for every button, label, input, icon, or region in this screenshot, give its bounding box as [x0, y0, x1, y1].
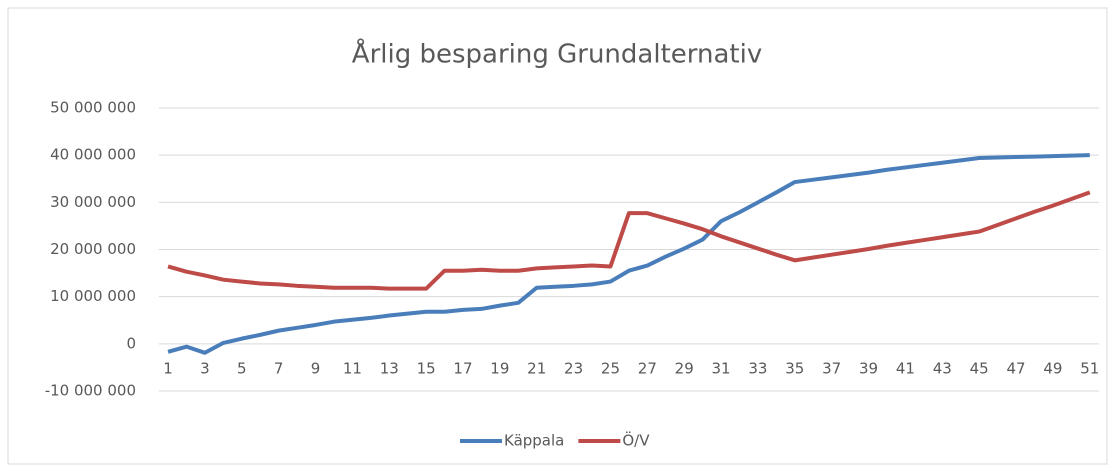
- y-tick-label: -10 000 000: [45, 382, 136, 400]
- legend-label: Ö/V: [622, 431, 650, 450]
- y-tick-label: 50 000 000: [50, 99, 136, 117]
- x-tick-label: 37: [822, 359, 841, 377]
- x-tick-label: 47: [1006, 359, 1025, 377]
- x-tick-label: 35: [785, 359, 804, 377]
- x-tick-label: 49: [1043, 359, 1062, 377]
- x-tick-label: 15: [417, 359, 436, 377]
- x-tick-label: 17: [453, 359, 472, 377]
- y-tick-label: 20 000 000: [50, 240, 136, 258]
- x-tick-label: 51: [1080, 359, 1099, 377]
- series-line: [167, 190, 1091, 291]
- chart-border: [7, 7, 1108, 465]
- x-tick-label: 9: [311, 359, 321, 377]
- x-tick-label: 25: [601, 359, 620, 377]
- x-tick-label: 11: [343, 359, 362, 377]
- x-tick-label: 1: [163, 359, 173, 377]
- x-tick-label: 45: [970, 359, 989, 377]
- x-tick-label: 3: [200, 359, 210, 377]
- series-line: [167, 153, 1090, 355]
- x-tick-label: 23: [564, 359, 583, 377]
- x-tick-label: 5: [237, 359, 247, 377]
- legend-label: Käppala: [504, 432, 564, 450]
- chart-title: Årlig besparing Grundalternativ: [352, 38, 762, 70]
- x-tick-label: 21: [527, 359, 546, 377]
- y-tick-label: 10 000 000: [50, 287, 136, 305]
- x-tick-label: 31: [712, 359, 731, 377]
- x-tick-label: 27: [638, 359, 657, 377]
- x-tick-label: 39: [859, 359, 878, 377]
- y-tick-label: 30 000 000: [50, 193, 136, 211]
- x-tick-label: 7: [274, 359, 284, 377]
- y-tick-label: 40 000 000: [50, 146, 136, 164]
- x-tick-label: 29: [675, 359, 694, 377]
- x-tick-label: 41: [896, 359, 915, 377]
- x-tick-label: 13: [380, 359, 399, 377]
- y-tick-label: 0: [126, 334, 136, 352]
- x-tick-label: 19: [490, 359, 509, 377]
- x-tick-label: 33: [748, 359, 767, 377]
- x-tick-label: 43: [933, 359, 952, 377]
